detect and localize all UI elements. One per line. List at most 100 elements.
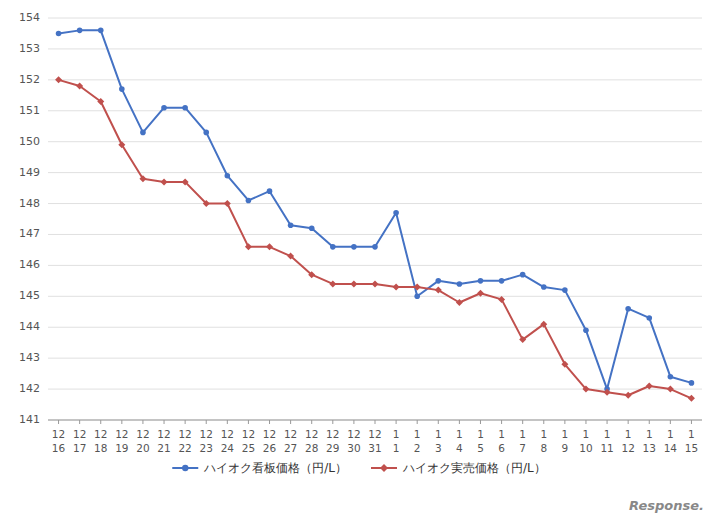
x-tick-label: 31: [368, 442, 381, 454]
y-tick-label: 144: [19, 320, 40, 333]
grid-line: [48, 234, 702, 235]
point: [329, 280, 336, 287]
y-tick-label: 150: [19, 135, 40, 148]
x-tick: [269, 420, 270, 424]
x-tick: [290, 420, 291, 424]
point: [97, 98, 104, 105]
point: [161, 178, 168, 185]
point: [182, 178, 189, 185]
grid-line: [48, 48, 702, 49]
y-tick-label: 141: [19, 413, 40, 426]
point: [287, 253, 294, 260]
point: [246, 198, 252, 204]
x-tick-label: 30: [347, 442, 360, 454]
x-tick: [480, 420, 481, 424]
x-tick: [396, 420, 397, 424]
x-tick: [164, 420, 165, 424]
x-tick-label: 12: [52, 428, 65, 440]
point: [457, 281, 463, 287]
point: [77, 28, 83, 34]
point: [55, 76, 62, 83]
chart: 1411421431441451461471481491501511521531…: [0, 0, 718, 520]
point: [98, 28, 104, 34]
x-tick-label: 6: [498, 442, 505, 454]
x-tick: [459, 420, 460, 424]
point: [393, 284, 400, 291]
y-tick-label: 148: [19, 197, 40, 210]
point: [119, 86, 125, 92]
x-tick-label: 25: [242, 442, 255, 454]
x-tick-label: 12: [347, 428, 360, 440]
y-tick-label: 152: [19, 73, 40, 86]
x-tick: [670, 420, 671, 424]
watermark: Response.: [629, 498, 704, 513]
x-tick: [353, 420, 354, 424]
x-tick: [311, 420, 312, 424]
x-tick-label: 12: [368, 428, 381, 440]
x-tick: [438, 420, 439, 424]
x-tick: [121, 420, 122, 424]
x-tick: [417, 420, 418, 424]
point: [267, 188, 273, 194]
y-tick-label: 154: [19, 11, 40, 24]
x-tick-label: 8: [540, 442, 547, 454]
x-tick-label: 12: [305, 428, 318, 440]
grid-line: [48, 327, 702, 328]
point: [266, 243, 273, 250]
y-tick-label: 153: [19, 42, 40, 55]
point: [540, 321, 547, 328]
point: [435, 278, 441, 284]
x-tick-label: 1: [667, 428, 674, 440]
grid-line: [48, 141, 702, 142]
x-tick: [100, 420, 101, 424]
x-tick-label: 1: [498, 428, 505, 440]
grid-line: [48, 389, 702, 390]
x-tick-label: 1: [562, 428, 569, 440]
x-tick-label: 18: [94, 442, 107, 454]
point: [76, 83, 83, 90]
x-tick-label: 3: [435, 442, 442, 454]
y-tick-label: 149: [19, 166, 40, 179]
grid-line: [48, 358, 702, 359]
grid-line: [48, 265, 702, 266]
y-tick-label: 147: [19, 227, 40, 240]
x-tick-label: 12: [136, 428, 149, 440]
x-tick-label: 1: [393, 442, 400, 454]
point: [625, 306, 631, 312]
point: [498, 296, 505, 303]
x-tick-label: 24: [221, 442, 235, 454]
point: [224, 200, 231, 207]
x-tick-label: 12: [115, 428, 128, 440]
x-tick-label: 1: [393, 428, 400, 440]
point: [561, 361, 568, 368]
x-tick-label: 12: [73, 428, 86, 440]
point: [435, 287, 442, 294]
legend-label: ハイオク実売価格（円/L）: [402, 461, 546, 475]
x-tick-label: 10: [579, 442, 592, 454]
x-tick: [607, 420, 608, 424]
x-tick-label: 21: [157, 442, 170, 454]
x-tick-label: 29: [326, 442, 339, 454]
point: [393, 210, 399, 216]
x-tick-label: 1: [456, 428, 463, 440]
point: [478, 278, 484, 284]
point: [118, 141, 125, 148]
x-tick-label: 5: [477, 442, 484, 454]
y-tick-label: 151: [19, 104, 40, 117]
grid-line: [48, 203, 702, 204]
x-tick: [375, 420, 376, 424]
x-tick: [522, 420, 523, 424]
x-tick-label: 1: [540, 428, 547, 440]
legend-marker: [182, 465, 188, 471]
x-tick-label: 1: [583, 428, 590, 440]
x-tick: [227, 420, 228, 424]
x-tick-label: 12: [263, 428, 276, 440]
x-tick-label: 12: [242, 428, 255, 440]
x-tick-label: 12: [178, 428, 191, 440]
legend: ハイオク看板価格（円/L）ハイオク実売価格（円/L）: [172, 461, 545, 475]
point: [203, 130, 209, 136]
x-tick: [649, 420, 650, 424]
x-tick-label: 12: [157, 428, 170, 440]
grid-line: [48, 172, 702, 173]
x-tick: [501, 420, 502, 424]
